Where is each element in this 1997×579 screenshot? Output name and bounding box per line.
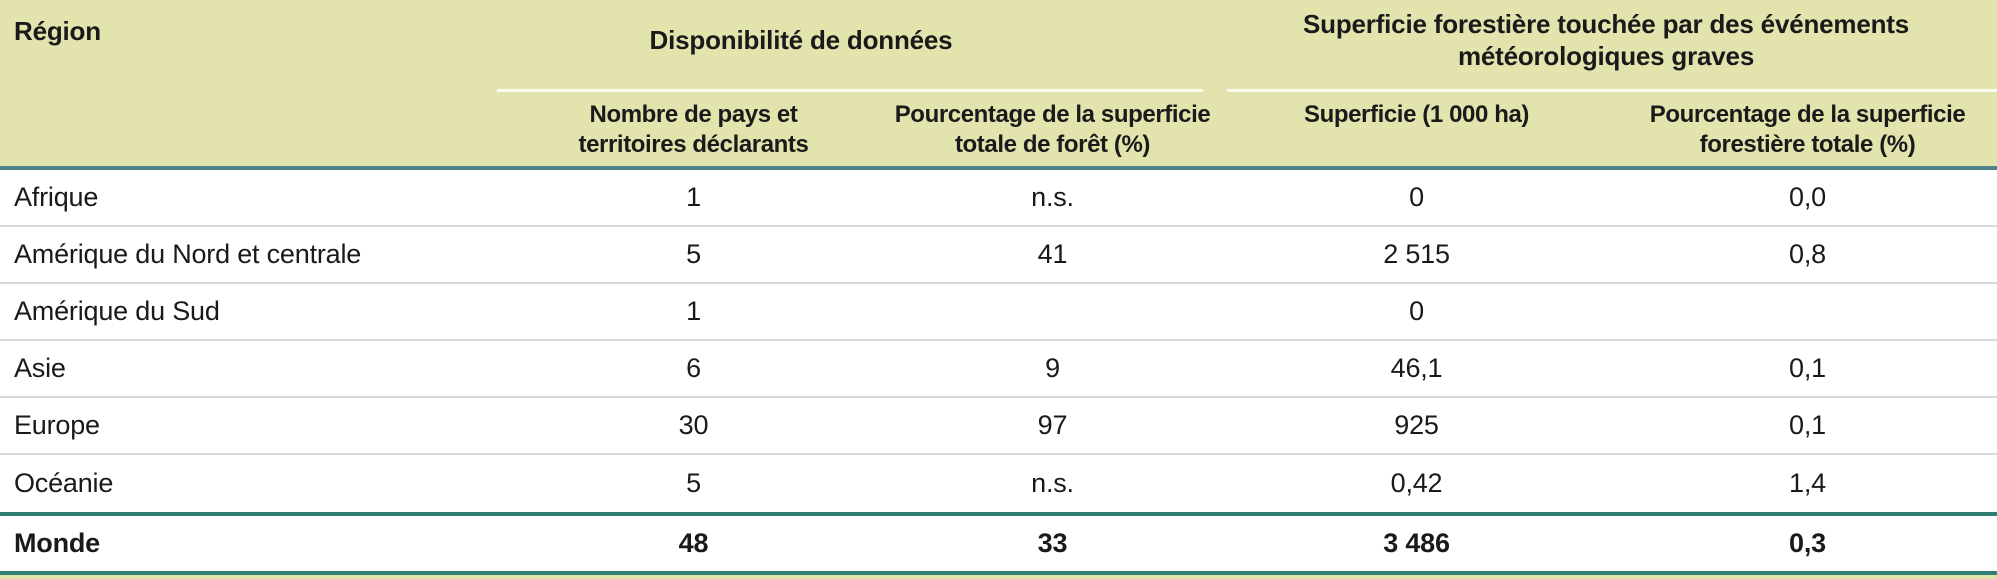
group-header-row: Région Disponibilité de données Superfic… <box>0 0 1997 170</box>
region-cell: Afrique <box>0 170 497 227</box>
value-cell: 0 <box>1215 284 1618 341</box>
region-cell: Europe <box>0 398 497 455</box>
value-cell: n.s. <box>890 455 1215 512</box>
group-header-line: Disponibilité de données <box>649 25 953 55</box>
subheader-line: territoires déclarants <box>578 131 809 158</box>
value-cell: 925 <box>1215 398 1618 455</box>
value-cell: 97 <box>890 398 1215 455</box>
value-cell: 1,4 <box>1618 455 1997 512</box>
subheader-line: totale de forêt (%) <box>954 131 1151 158</box>
subheader-line: Pourcentage de la superficie <box>1649 101 1966 128</box>
value-cell: 6 <box>497 341 890 398</box>
group-header-line: météorologiques graves <box>1457 41 1755 71</box>
value-cell: 30 <box>497 398 890 455</box>
table-row-afrique: Afrique 1 n.s. 0 0,0 <box>0 170 1997 227</box>
region-cell: Amérique du Nord et centrale <box>0 227 497 284</box>
column-header-percent-total-forest-area: Pourcentage de la superficie forestière … <box>1618 92 1997 170</box>
value-cell: 0,0 <box>1618 170 1997 227</box>
region-cell: Océanie <box>0 455 497 512</box>
value-cell: 48 <box>497 512 890 575</box>
table-body: Afrique 1 n.s. 0 0,0 Amérique du Nord et… <box>0 170 1997 575</box>
column-header-region: Région <box>0 0 497 170</box>
value-cell: 0,1 <box>1618 398 1997 455</box>
subheader-line: Pourcentage de la superficie <box>894 101 1211 128</box>
value-cell: 33 <box>890 512 1215 575</box>
value-cell: 3 486 <box>1215 512 1618 575</box>
value-cell <box>1618 284 1997 341</box>
value-cell: n.s. <box>890 170 1215 227</box>
subheader-row: Nombre de pays et territoires déclarants… <box>0 92 1997 170</box>
subheader-line: Nombre de pays et <box>589 101 798 128</box>
value-cell: 0,3 <box>1618 512 1997 575</box>
column-header-reporting-countries: Nombre de pays et territoires déclarants <box>497 92 890 170</box>
value-cell <box>890 284 1215 341</box>
table-row-monde-total: Monde 48 33 3 486 0,3 <box>0 512 1997 575</box>
value-cell: 2 515 <box>1215 227 1618 284</box>
table-row-europe: Europe 30 97 925 0,1 <box>0 398 1997 455</box>
table-row-asie: Asie 6 9 46,1 0,1 <box>0 341 1997 398</box>
table-row-amerique-nord-centrale: Amérique du Nord et centrale 5 41 2 515 … <box>0 227 1997 284</box>
value-cell: 9 <box>890 341 1215 398</box>
value-cell: 0 <box>1215 170 1618 227</box>
group-header-data-availability: Disponibilité de données <box>497 0 1215 92</box>
region-cell: Monde <box>0 512 497 575</box>
value-cell: 0,8 <box>1618 227 1997 284</box>
group-header-affected-area: Superficie forestière touchée par des év… <box>1215 0 1997 92</box>
value-cell: 5 <box>497 227 890 284</box>
region-cell: Asie <box>0 341 497 398</box>
subheader-line: forestière totale (%) <box>1699 131 1916 158</box>
group-header-line: Superficie forestière touchée par des év… <box>1303 9 1909 39</box>
value-cell: 5 <box>497 455 890 512</box>
subheader-line: Superficie (1 000 ha) <box>1303 101 1530 128</box>
table-row-oceanie: Océanie 5 n.s. 0,42 1,4 <box>0 455 1997 512</box>
value-cell: 1 <box>497 170 890 227</box>
value-cell: 46,1 <box>1215 341 1618 398</box>
value-cell: 0,42 <box>1215 455 1618 512</box>
column-header-area-1000ha: Superficie (1 000 ha) <box>1215 92 1618 170</box>
region-cell: Amérique du Sud <box>0 284 497 341</box>
column-header-percent-total-forest: Pourcentage de la superficie totale de f… <box>890 92 1215 170</box>
value-cell: 1 <box>497 284 890 341</box>
table-row-amerique-sud: Amérique du Sud 1 0 <box>0 284 1997 341</box>
table-header: Région Disponibilité de données Superfic… <box>0 0 1997 170</box>
value-cell: 41 <box>890 227 1215 284</box>
value-cell: 0,1 <box>1618 341 1997 398</box>
